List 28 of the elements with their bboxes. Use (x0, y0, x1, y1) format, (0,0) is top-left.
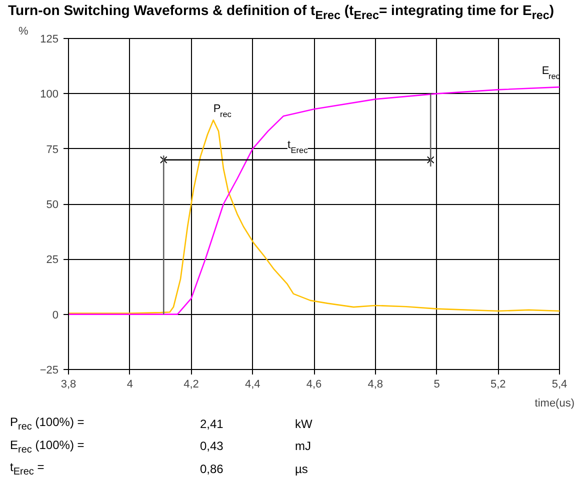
y-tick-label: 50 (46, 199, 59, 211)
x-axis-title: time(us) (534, 398, 575, 410)
text: E$_{rec}$ (100%) = (10, 436, 86, 458)
text: P$_{rec}$ (100%) = (10, 414, 86, 434)
text: 0,43 (200, 438, 224, 456)
x-tick-label: 4,8 (368, 378, 384, 390)
x-tick-label: 3,8 (60, 378, 76, 390)
y-tick-label: −25 (40, 364, 59, 376)
x-tick-label: 5 (434, 378, 440, 390)
x-tick-label: 5,4 (552, 378, 568, 390)
x-tick-label: 5,2 (490, 378, 506, 390)
text: 0,86 (200, 461, 224, 478)
x-tick-label: 4,4 (244, 378, 260, 390)
x-tick-label: 4 (126, 378, 133, 390)
text: t$_{Erec}$ = (10, 459, 46, 480)
y-tick-label: 75 (46, 144, 59, 156)
text: µs (295, 461, 309, 478)
y-tick-label: 25 (46, 254, 59, 266)
chart-title: Turn-on Switching Waveforms & definition of t$_{Erec}$ (t$_{Erec}$= integrating time for E$_{rec}$) (8, 1, 554, 24)
x-tick-label: 4,6 (306, 378, 322, 390)
text: mJ (295, 438, 312, 456)
y-axis-title: % (18, 26, 28, 38)
text: 2,41 (200, 416, 224, 433)
y-tick-label: 125 (40, 34, 59, 46)
y-tick-label: 100 (40, 88, 59, 101)
x-tick-label: 4,2 (184, 378, 199, 390)
text: kW (295, 416, 314, 433)
y-tick-label: 0 (52, 309, 59, 322)
